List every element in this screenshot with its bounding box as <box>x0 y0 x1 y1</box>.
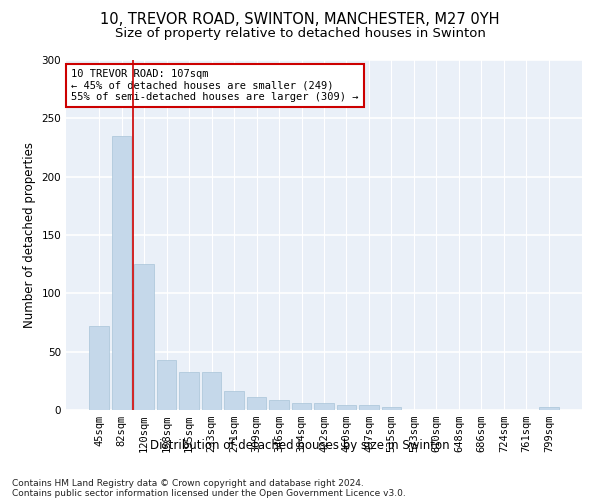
Bar <box>224 392 244 410</box>
Bar <box>382 406 401 410</box>
Bar <box>359 406 379 410</box>
Text: Size of property relative to detached houses in Swinton: Size of property relative to detached ho… <box>115 28 485 40</box>
Text: 10 TREVOR ROAD: 107sqm
← 45% of detached houses are smaller (249)
55% of semi-de: 10 TREVOR ROAD: 107sqm ← 45% of detached… <box>71 69 359 102</box>
Text: Contains HM Land Registry data © Crown copyright and database right 2024.: Contains HM Land Registry data © Crown c… <box>12 478 364 488</box>
Bar <box>314 403 334 410</box>
Bar <box>539 406 559 410</box>
Bar <box>157 360 176 410</box>
Bar <box>247 397 266 410</box>
Bar <box>112 136 131 410</box>
Y-axis label: Number of detached properties: Number of detached properties <box>23 142 36 328</box>
Text: Distribution of detached houses by size in Swinton: Distribution of detached houses by size … <box>150 440 450 452</box>
Bar <box>269 400 289 410</box>
Bar <box>202 372 221 410</box>
Bar <box>89 326 109 410</box>
Bar <box>179 372 199 410</box>
Bar <box>337 406 356 410</box>
Text: 10, TREVOR ROAD, SWINTON, MANCHESTER, M27 0YH: 10, TREVOR ROAD, SWINTON, MANCHESTER, M2… <box>100 12 500 28</box>
Text: Contains public sector information licensed under the Open Government Licence v3: Contains public sector information licen… <box>12 488 406 498</box>
Bar <box>134 264 154 410</box>
Bar <box>292 403 311 410</box>
